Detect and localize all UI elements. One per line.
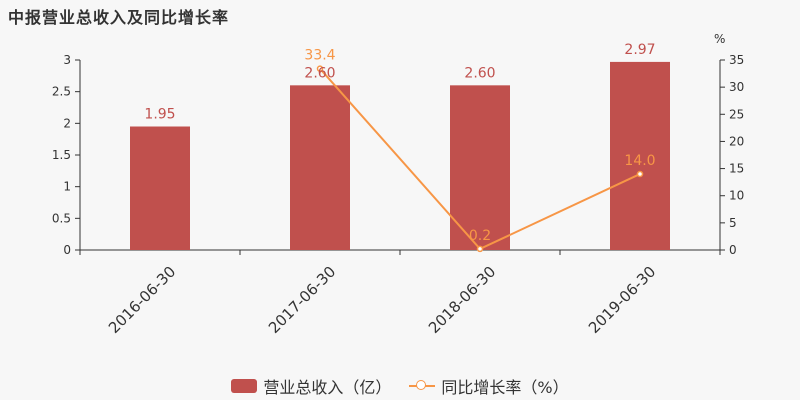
y-right-tick-label: 5 [729,216,737,230]
chart-title: 中报营业总收入及同比增长率 [8,8,230,27]
x-tick-label: 2016-06-30 [105,263,179,337]
legend-item-growth[interactable]: 同比增长率（%） [409,374,569,398]
y-left-tick-label: 1.5 [52,148,71,162]
x-tick-label: 2018-06-30 [425,263,499,337]
y-left-tick-label: 2 [63,116,71,130]
growth-value-label: 0.2 [469,228,491,244]
y-right-tick-label: 15 [729,162,744,176]
legend-bar-swatch [231,379,258,393]
bar-value-label: 2.60 [304,65,335,81]
bar-value-label: 2.97 [624,42,655,58]
growth-point [636,170,644,178]
growth-point [476,245,484,253]
y-right-tick-label: 10 [729,189,744,203]
bar [450,85,510,250]
y-left-tick-label: 3 [63,53,71,67]
legend-label-growth: 同比增长率（%） [441,378,569,397]
legend-label-revenue: 营业总收入（亿） [263,378,392,397]
growth-value-label: 14.0 [624,153,655,169]
legend-line-swatch [409,379,436,393]
legend-item-revenue[interactable]: 营业总收入（亿） [231,374,391,398]
y-right-unit-label: % [714,32,725,46]
bar-value-label: 1.95 [144,107,175,123]
bar [290,85,350,250]
x-tick-label: 2019-06-30 [585,263,659,337]
growth-point [316,65,324,72]
y-right-tick-label: 25 [729,107,744,121]
bar [130,126,190,250]
y-left-tick-label: 1 [63,180,71,194]
y-right-tick-label: 20 [729,134,744,148]
bar [610,61,670,251]
y-left-tick-label: 2.5 [52,85,71,99]
x-tick-label: 2017-06-30 [265,263,339,337]
y-left-tick-label: 0.5 [52,211,71,225]
y-right-tick-label: 0 [729,243,737,257]
growth-value-label: 33.4 [304,48,335,64]
legend: 营业总收入（亿） 同比增长率（%） [0,374,800,398]
y-right-tick-label: 30 [729,80,744,94]
y-left-tick-label: 0 [63,243,71,257]
y-right-tick-label: 35 [729,53,744,67]
bar-value-label: 2.60 [464,65,495,81]
